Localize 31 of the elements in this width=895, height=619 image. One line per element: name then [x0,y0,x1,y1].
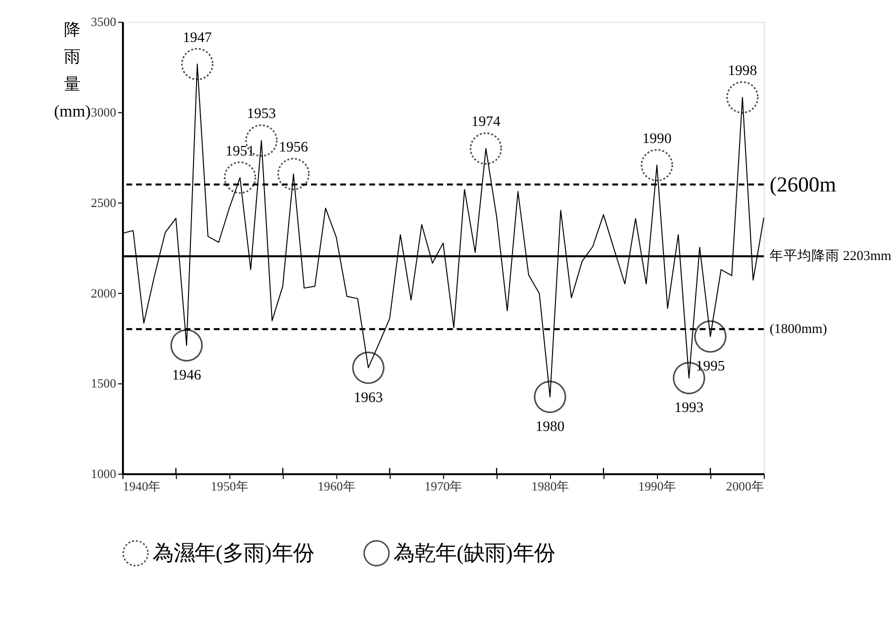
annotation: 1993 [674,400,704,416]
y-tick-label: 2500 [90,196,116,210]
y-tick-label: 1000 [90,467,116,482]
x-tick-label: 1990年 [638,480,677,494]
annotation: 1990 [642,130,672,147]
annotation: 1963 [354,390,383,406]
x-tick-label: 1940年 [122,480,162,494]
ref-line-label: (2600m [770,172,836,196]
annotation: 1953 [246,106,276,122]
x-tick-label: 1980年 [531,480,570,494]
ref-line-label: (1800mm) [770,320,828,336]
annotation: 1980 [535,418,565,435]
y-axis-title: 降雨量(mm) [54,20,91,121]
annotation: 1947 [182,30,212,46]
y-tick-label: 3000 [90,106,116,120]
x-tick-label: 1970年 [424,480,463,494]
annotation: 1998 [728,63,757,80]
annotation: 1956 [278,140,308,156]
y-tick-label: 2000 [90,286,116,300]
x-tick-label: 2000年 [726,480,764,494]
y-tick-label: 3500 [90,15,116,30]
annotation: 1946 [172,367,202,384]
x-tick-label: 1950年 [210,480,249,494]
legend-label: 為乾年(缺雨)年份 [394,541,555,566]
ref-line-label: 年平均降雨 2203mm [770,248,892,264]
annotation: 1995 [696,358,725,375]
annotation: 1951 [225,143,255,160]
x-tick-label: 1960年 [318,480,356,494]
annotation: 1974 [471,114,502,130]
y-tick-label: 1500 [90,376,116,391]
legend-label: 為濕年(多雨)年份 [152,541,314,566]
